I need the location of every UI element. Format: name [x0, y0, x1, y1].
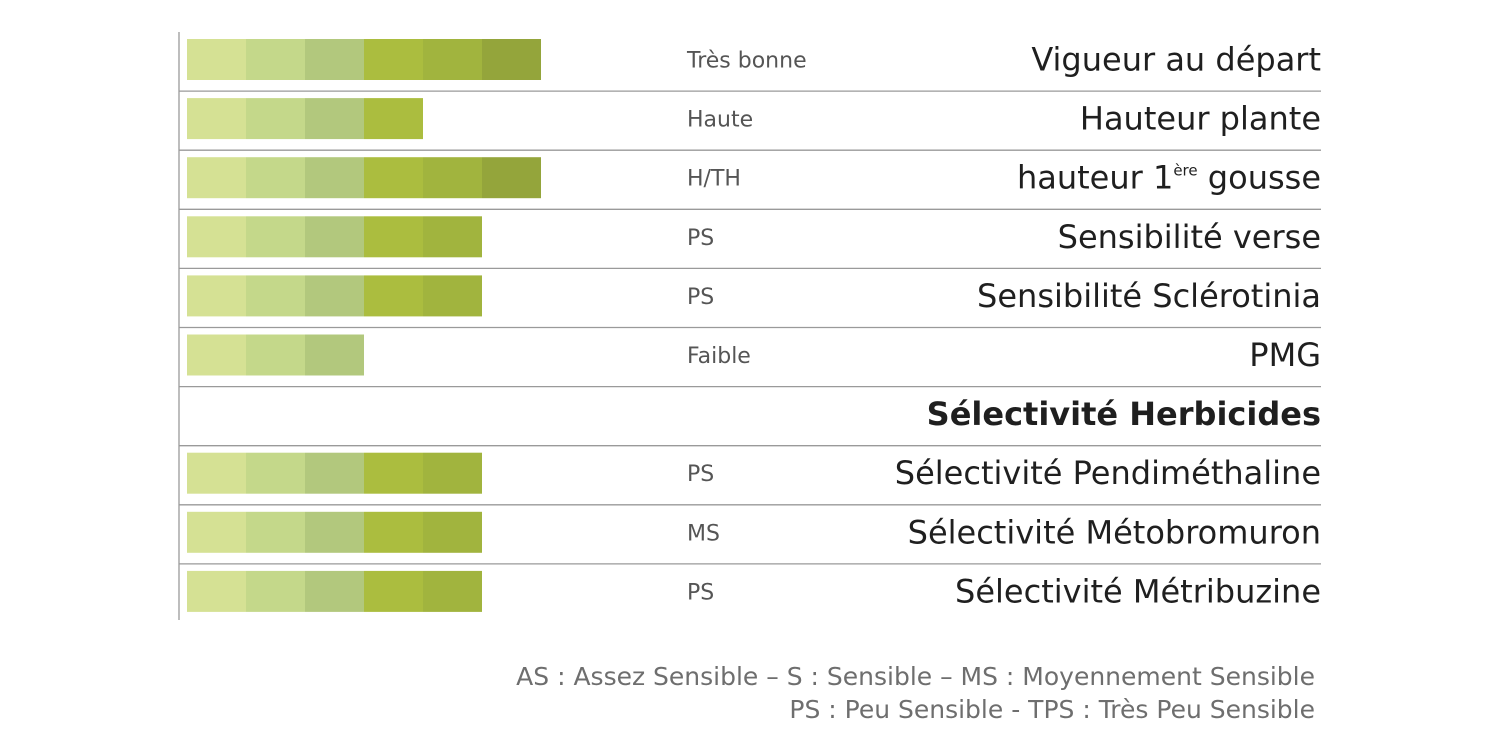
- bar-segment: [423, 511, 482, 553]
- bar-segment: [305, 452, 364, 494]
- legend-line: PS : Peu Sensible - TPS : Très Peu Sensi…: [789, 695, 1315, 724]
- rating-label: Faible: [687, 344, 751, 369]
- bar-segment: [246, 452, 305, 494]
- bar-segment: [246, 334, 305, 376]
- rating-label: MS: [687, 521, 720, 546]
- bar-segment: [364, 570, 423, 612]
- criterion-label: Sensibilité Sclérotinia: [977, 277, 1321, 315]
- chart-row: PS Sélectivité Pendiméthaline: [179, 452, 1321, 506]
- chart-row: PS Sélectivité Métribuzine: [187, 570, 1321, 612]
- bar-segment: [305, 98, 364, 140]
- bar-segment: [305, 157, 364, 199]
- bar-segment: [246, 570, 305, 612]
- bar-segment: [246, 216, 305, 258]
- rows-layer: Très bonne Vigueur au départ Haute Hauteur …: [179, 39, 1321, 612]
- bar-segment: [423, 39, 482, 80]
- bar-segment: [246, 98, 305, 140]
- rating-label: PS: [687, 462, 714, 487]
- bar-segment: [187, 98, 246, 140]
- bar-segment: [305, 39, 364, 80]
- bar-segment: [423, 216, 482, 258]
- bar-segment: [482, 39, 541, 80]
- criterion-label: Vigueur au départ: [1031, 41, 1321, 79]
- criterion-label: Sensibilité verse: [1058, 218, 1321, 256]
- bar-segment: [364, 157, 423, 199]
- bar-segment: [305, 511, 364, 553]
- criterion-label: Sélectivité Métobromuron: [908, 513, 1321, 551]
- rating-label: Très bonne: [686, 49, 807, 74]
- bar-segment: [364, 511, 423, 553]
- bar-segment: [246, 511, 305, 553]
- chart-row: MS Sélectivité Métobromuron: [179, 511, 1321, 565]
- chart-row: H/TH hauteur 1ère gousse: [179, 157, 1321, 210]
- rating-label: PS: [687, 285, 714, 310]
- bar-segment: [187, 157, 246, 199]
- bar-segment: [187, 275, 246, 317]
- legend: AS : Assez Sensible – S : Sensible – MS …: [516, 662, 1315, 724]
- bar-segment: [305, 334, 364, 376]
- chart-row: Sélectivité Herbicides: [179, 395, 1321, 447]
- criterion-label: Hauteur plante: [1080, 100, 1321, 138]
- criterion-label: PMG: [1249, 336, 1321, 374]
- bar-segment: [187, 511, 246, 553]
- bar-segment: [364, 216, 423, 258]
- chart-row: Haute Hauteur plante: [179, 98, 1321, 151]
- bar-segment: [246, 275, 305, 317]
- bar-segment: [305, 570, 364, 612]
- bar-segment: [305, 275, 364, 317]
- bar-segment: [364, 98, 423, 140]
- bar-segment: [246, 157, 305, 199]
- criterion-label: Sélectivité Pendiméthaline: [895, 454, 1321, 492]
- rating-label: PS: [687, 580, 714, 605]
- rating-label: Haute: [687, 108, 753, 133]
- criterion-label: hauteur 1ère gousse: [1017, 159, 1321, 197]
- chart-row: Faible PMG: [179, 334, 1321, 388]
- bar-segment: [187, 452, 246, 494]
- legend-line: AS : Assez Sensible – S : Sensible – MS …: [516, 662, 1315, 691]
- bar-segment: [187, 570, 246, 612]
- bar-segment: [187, 216, 246, 258]
- bar-segment: [187, 39, 246, 80]
- rating-label: H/TH: [687, 167, 741, 192]
- bar-segment: [423, 452, 482, 494]
- bar-segment: [187, 334, 246, 376]
- bar-segment: [423, 275, 482, 317]
- bar-segment: [423, 570, 482, 612]
- bar-segment: [482, 157, 541, 199]
- bar-segment: [364, 39, 423, 80]
- bar-segment: [246, 39, 305, 80]
- chart-row: PS Sensibilité verse: [179, 216, 1321, 270]
- bar-segment: [305, 216, 364, 258]
- criterion-label: Sélectivité Métribuzine: [955, 572, 1321, 610]
- rating-label: PS: [687, 226, 714, 251]
- chart-row: Très bonne Vigueur au départ: [179, 39, 1321, 92]
- chart-row: PS Sensibilité Sclérotinia: [179, 275, 1321, 329]
- bar-segment: [364, 275, 423, 317]
- bar-segment: [423, 157, 482, 199]
- section-header: Sélectivité Herbicides: [927, 395, 1321, 433]
- bar-segment: [364, 452, 423, 494]
